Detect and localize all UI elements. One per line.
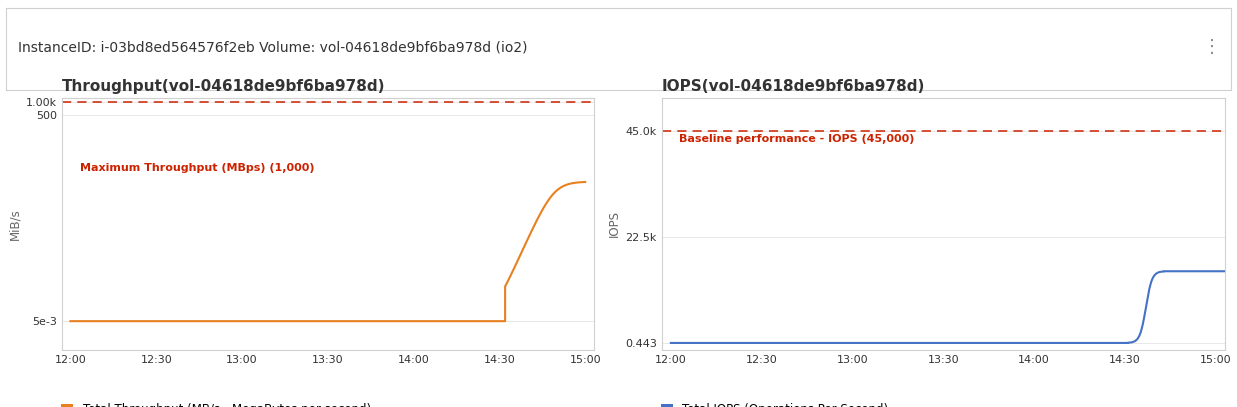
Text: ⋮: ⋮ xyxy=(1204,38,1221,56)
Text: IOPS(vol-04618de9bf6ba978d): IOPS(vol-04618de9bf6ba978d) xyxy=(662,79,925,94)
Legend: Total Throughput (MB/s - MegaBytes per second): Total Throughput (MB/s - MegaBytes per s… xyxy=(57,398,375,407)
Y-axis label: IOPS: IOPS xyxy=(607,210,621,237)
Text: Baseline performance - IOPS (45,000): Baseline performance - IOPS (45,000) xyxy=(679,134,914,144)
Text: Throughput(vol-04618de9bf6ba978d): Throughput(vol-04618de9bf6ba978d) xyxy=(62,79,386,94)
Y-axis label: MiB/s: MiB/s xyxy=(9,208,22,240)
Legend: Total IOPS (Operations Per Second): Total IOPS (Operations Per Second) xyxy=(656,398,893,407)
Text: Maximum Throughput (MBps) (1,000): Maximum Throughput (MBps) (1,000) xyxy=(80,163,315,173)
Text: InstanceID: i-03bd8ed564576f2eb Volume: vol-04618de9bf6ba978d (io2): InstanceID: i-03bd8ed564576f2eb Volume: … xyxy=(19,40,528,54)
